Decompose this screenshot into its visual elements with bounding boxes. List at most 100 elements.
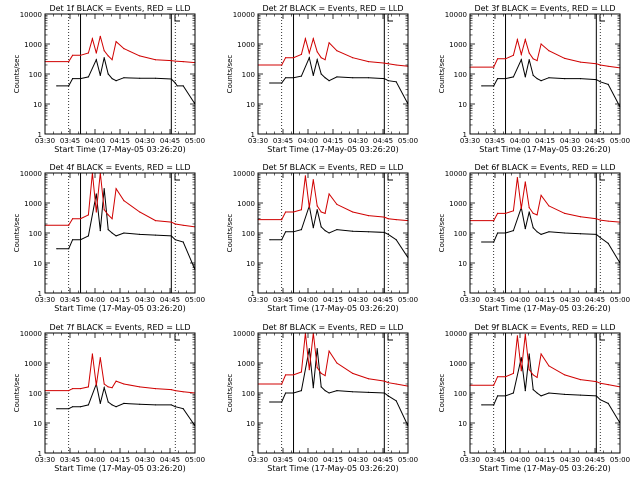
data-point-lld [599,219,601,221]
y-tick-label: 10000 [445,11,467,19]
series-line-events [481,353,621,424]
data-point-events [595,233,597,235]
data-point-events [528,353,530,355]
x-tick-label: 04:30 [560,137,580,145]
data-point-lld [383,380,385,382]
data-point-events [139,403,141,405]
data-point-events [504,232,507,234]
y-tick-label: 10 [458,260,467,268]
data-point-events [532,74,534,76]
data-point-lld [512,372,515,374]
plot-frame [469,13,621,135]
x-tick-label: 03:45 [60,137,80,145]
y-tick-label: 1 [463,290,467,298]
data-point-events [336,229,338,231]
plot-panel-1: Det 1f BLACK = Events, RED = LLD 1 10 100 10… [13,4,205,154]
y-tick-label: 100 [454,71,467,79]
series-line-events [481,58,621,108]
data-point-lld [528,207,530,209]
x-tick-label: 04:45 [373,456,393,464]
plot-frame [469,172,621,294]
data-point-events [324,390,326,392]
data-point-lld [579,61,582,63]
data-point-events [512,76,515,78]
data-point-lld [540,43,542,45]
y-tick-label: 100 [242,71,255,79]
y-tick-label: 1 [463,131,467,139]
data-point-lld [170,389,172,391]
data-point-lld [79,388,82,390]
data-point-lld [316,367,318,369]
data-point-events [599,399,601,401]
series-line-events [269,205,409,258]
data-point-lld [154,220,157,222]
data-point-lld [115,380,117,382]
plot-title: Det 5f BLACK = Events, RED = LLD [262,163,403,172]
x-tick-label: 04:45 [585,456,605,464]
data-point-events [532,227,534,229]
data-point-events [395,239,397,241]
y-tick-label: 10000 [233,170,255,178]
data-point-lld [352,211,354,213]
data-point-events [285,77,287,79]
x-tick-label: 04:30 [348,456,368,464]
y-tick-label: 10000 [20,170,42,178]
y-axis-label: Counts/sec [438,55,446,94]
data-point-lld [579,216,582,218]
data-point-events [111,78,113,80]
data-point-lld [170,60,172,62]
data-point-lld [512,54,515,56]
data-point-lld [579,379,582,381]
series-line-lld [45,36,196,64]
y-axis-label: Counts/sec [226,55,234,94]
data-point-events [481,241,483,243]
data-point-lld [387,382,389,384]
data-point-events [56,408,58,410]
data-point-events [328,80,330,82]
data-point-events [174,82,176,84]
data-point-events [123,232,125,234]
plot-panel-5: Det 5f BLACK = Events, RED = LLD 1 10 100 10… [226,163,418,313]
data-point-events [383,231,385,233]
data-point-lld [87,52,89,54]
data-point-events [154,404,157,406]
data-point-events [79,78,82,80]
x-tick-label: 04:15 [535,137,555,145]
x-tick-label: 04:45 [373,137,393,145]
data-point-lld [174,223,176,225]
plot-frame [44,172,196,294]
x-tick-label: 03:30 [35,456,55,464]
data-point-events [548,231,550,233]
y-tick-label: 10 [33,420,42,428]
data-point-events [481,404,483,406]
data-point-lld [103,50,105,52]
data-point-events [524,76,526,78]
data-point-events [103,188,105,190]
data-point-events [367,391,370,393]
x-tick-label: 04:00 [298,456,318,464]
data-point-events [99,74,101,76]
data-point-lld [532,58,534,60]
y-tick-label: 1 [251,131,255,139]
data-point-lld [123,383,125,385]
data-point-lld [395,219,397,221]
y-tick-label: 100 [242,230,255,238]
plot-panel-8: Det 8f BLACK = Events, RED = LLD 1 10 100 10… [226,323,418,473]
data-point-events [395,81,397,83]
data-point-lld [312,179,314,181]
x-tick-label: 03:30 [248,456,268,464]
y-tick-label: 100 [29,230,42,238]
x-tick-label: 04:15 [535,456,555,464]
x-tick-label: 04:00 [85,296,105,304]
data-point-events [182,85,184,87]
data-point-lld [123,200,125,202]
data-point-events [504,78,507,80]
data-point-events [292,392,295,394]
data-point-lld [497,58,499,60]
data-point-events [281,239,283,241]
plot-panel-4: Det 4f BLACK = Events, RED = LLD 1 10 100 10… [13,163,205,313]
x-tick-label: 04:00 [510,456,530,464]
data-point-lld [324,212,326,214]
x-tick-label: 04:30 [560,456,580,464]
